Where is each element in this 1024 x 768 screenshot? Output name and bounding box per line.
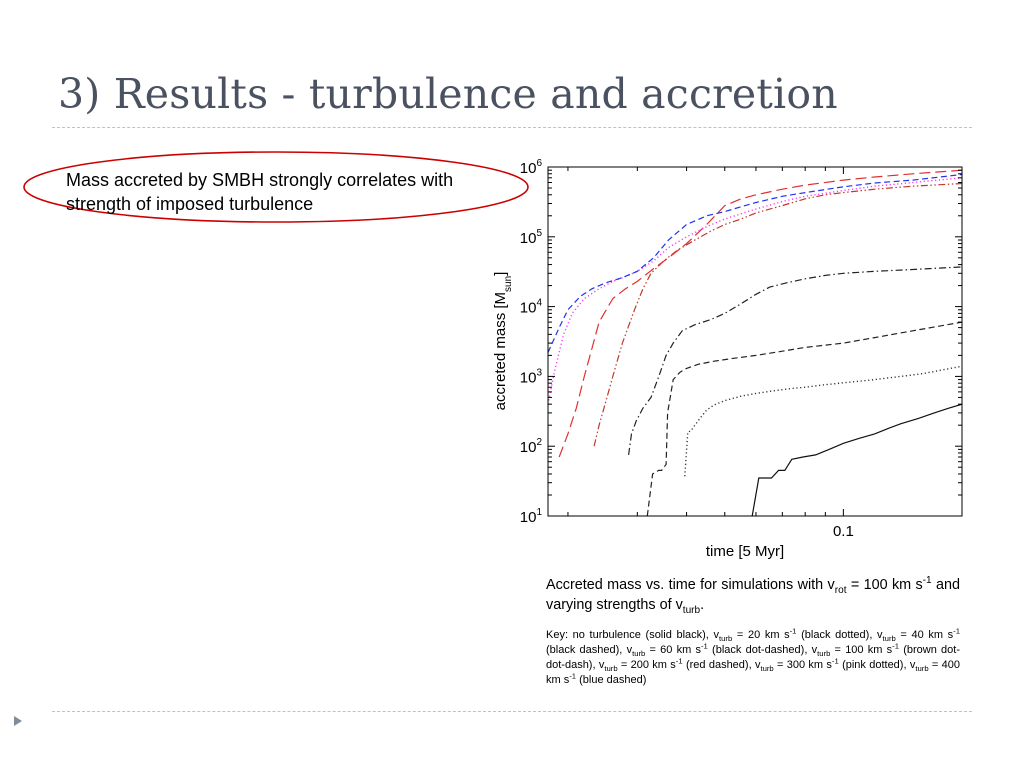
series-line-3 bbox=[646, 321, 962, 516]
callout-text: Mass accreted by SMBH strongly correlate… bbox=[66, 170, 454, 214]
bottom-divider bbox=[52, 711, 972, 712]
series-line-8 bbox=[548, 173, 962, 353]
series-line-5 bbox=[593, 182, 962, 447]
x-tick-label: 0.1 bbox=[833, 523, 854, 540]
plot-frame bbox=[547, 166, 963, 517]
slide-title: 3) Results - turbulence and accretion bbox=[58, 70, 838, 118]
figure-key: Key: no turbulence (solid black), vturb … bbox=[546, 626, 960, 686]
y-tick-label: 106 bbox=[520, 158, 543, 177]
y-axis-label: accreted mass [Msun] bbox=[492, 272, 514, 411]
series-line-6 bbox=[558, 169, 962, 458]
accreted-mass-chart: 101 102 103 104 105 106 0.1 time [5 Myr] accre… bbox=[492, 158, 963, 560]
plot-lines bbox=[548, 169, 962, 516]
series-line-1 bbox=[751, 403, 962, 516]
series-line-4 bbox=[628, 266, 962, 455]
y-tick-label: 102 bbox=[520, 437, 543, 456]
figure-caption: Accreted mass vs. time for simulations w… bbox=[546, 575, 960, 616]
y-tick-label: 105 bbox=[520, 228, 543, 247]
y-tick-label: 104 bbox=[520, 298, 543, 317]
axis-ticks: 101 102 103 104 105 106 0.1 bbox=[520, 158, 962, 540]
slide-marker-icon bbox=[14, 716, 22, 726]
y-tick-label: 101 bbox=[520, 507, 543, 526]
top-divider bbox=[52, 127, 972, 128]
series-line-2 bbox=[684, 365, 962, 477]
y-tick-label: 103 bbox=[520, 367, 543, 386]
x-axis-label: time [5 Myr] bbox=[706, 543, 784, 560]
highlight-ellipse bbox=[23, 151, 529, 223]
series-line-7 bbox=[548, 177, 962, 405]
